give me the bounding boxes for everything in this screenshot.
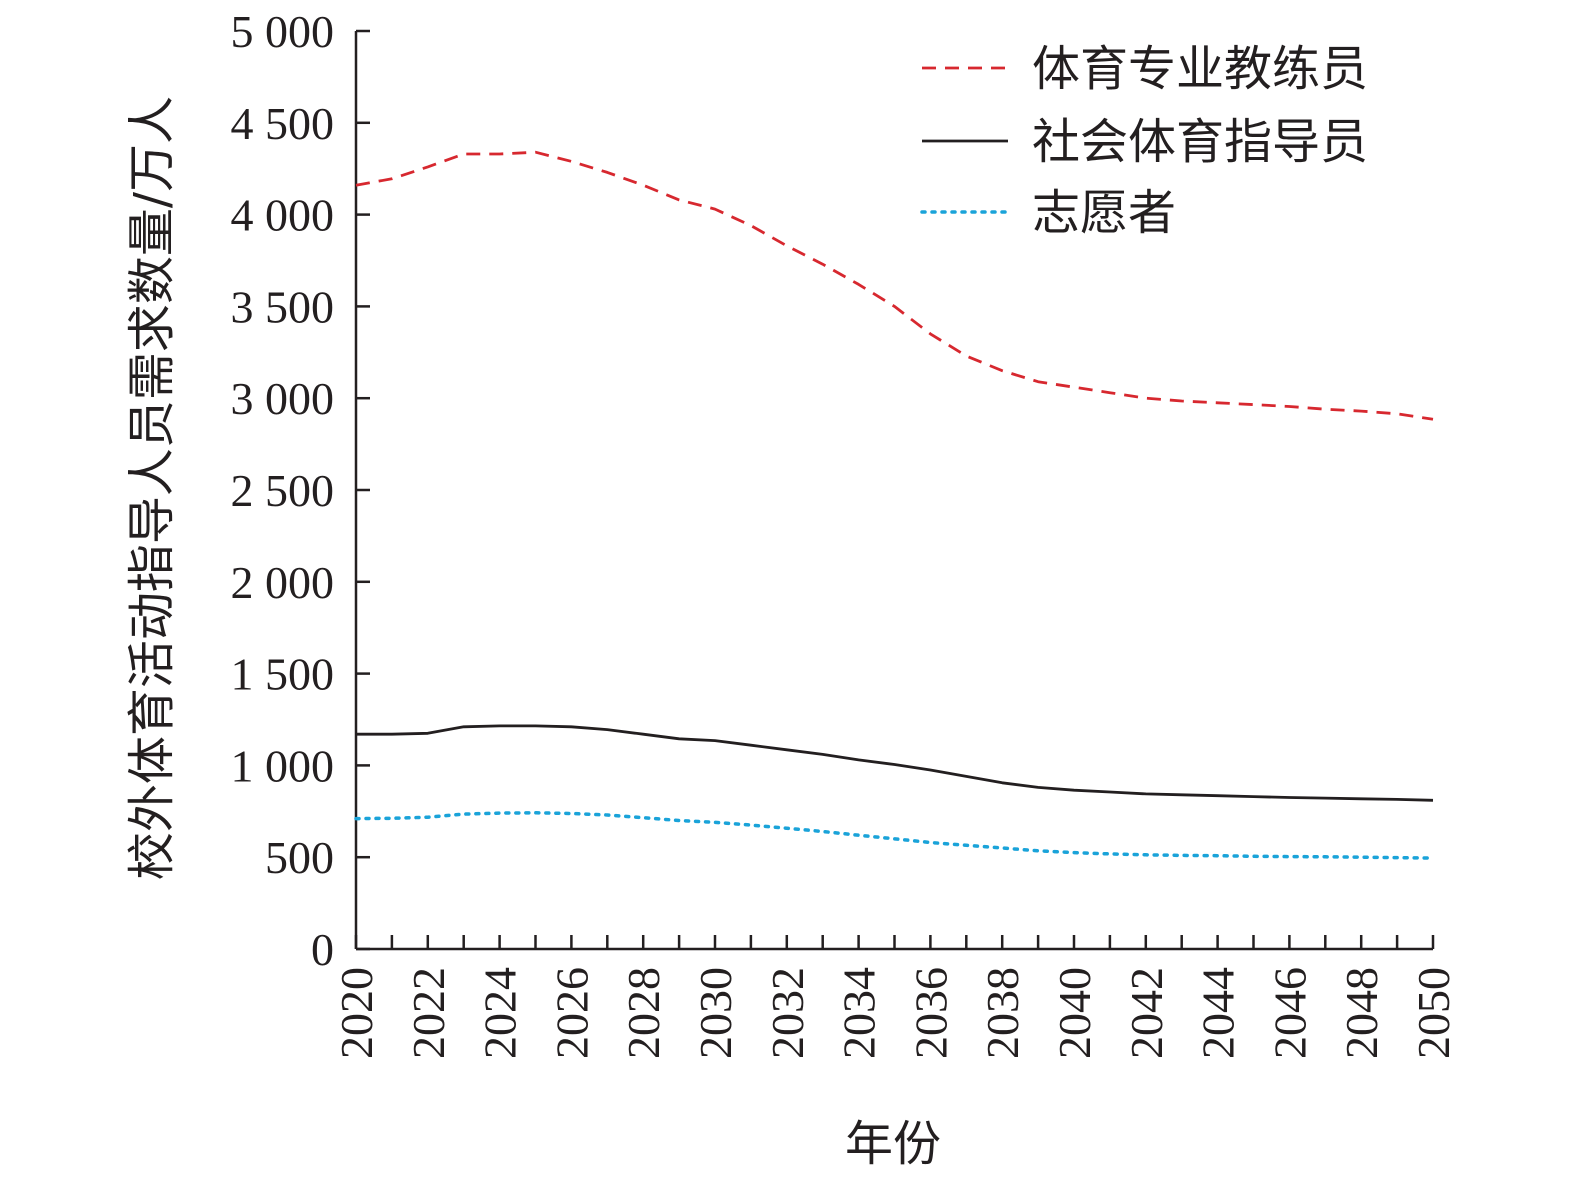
- x-tick-label: 2024: [475, 967, 526, 1059]
- y-tick-label: 1 000: [231, 740, 335, 791]
- y-tick-label: 4 000: [231, 190, 335, 241]
- x-tick-label: 2022: [403, 967, 454, 1059]
- y-tick-label: 3 000: [231, 373, 335, 424]
- x-tick-label: 2036: [905, 967, 956, 1059]
- legend-label-1: 体育专业教练员: [1032, 41, 1368, 97]
- y-tick-label: 3 500: [231, 281, 335, 332]
- x-tick-label: 2028: [618, 967, 669, 1059]
- series-layer: [354, 150, 1435, 860]
- x-tick-label: 2026: [546, 967, 597, 1059]
- y-tick-label: 0: [311, 924, 334, 975]
- y-tick-label: 5 000: [231, 6, 335, 57]
- series-line-1: [355, 150, 1434, 421]
- legend-label-2: 社会体育指导员: [1032, 114, 1368, 170]
- x-tick-label: 2032: [762, 967, 813, 1059]
- x-axis: 2020 2022 2024 2026 2028 2030 2032 2034 2036 2038…: [331, 935, 1459, 1059]
- y-tick-label: 2 500: [231, 465, 335, 516]
- x-tick-label: 2034: [834, 967, 885, 1059]
- x-axis-title: 年份: [845, 1116, 941, 1172]
- y-tick-label: 500: [265, 832, 334, 883]
- x-tick-label: 2044: [1193, 967, 1244, 1059]
- y-tick-label: 1 500: [231, 649, 335, 700]
- series-line-2: [356, 724, 1434, 802]
- x-tick-label: 2020: [331, 967, 382, 1059]
- y-axis-title: 校外体育活动指导人员需求数量/万人: [124, 96, 180, 880]
- y-tick-label: 4 500: [231, 98, 335, 149]
- series-line-3: [354, 811, 1435, 860]
- y-axis: 0 500 1 000 1 500 2 000 2 500 3 000 3 500 4 000 4…: [231, 6, 370, 975]
- y-tick-label: 2 000: [231, 557, 335, 608]
- x-tick-label: 2048: [1336, 967, 1387, 1059]
- x-tick-label: 2046: [1264, 967, 1315, 1059]
- x-tick-label: 2030: [690, 967, 741, 1059]
- x-tick-label: 2040: [1049, 967, 1100, 1059]
- x-tick-label: 2042: [1121, 967, 1172, 1059]
- legend-label-3: 志愿者: [1032, 185, 1176, 241]
- x-tick-label: 2038: [977, 967, 1028, 1059]
- x-tick-label: 2050: [1408, 967, 1459, 1059]
